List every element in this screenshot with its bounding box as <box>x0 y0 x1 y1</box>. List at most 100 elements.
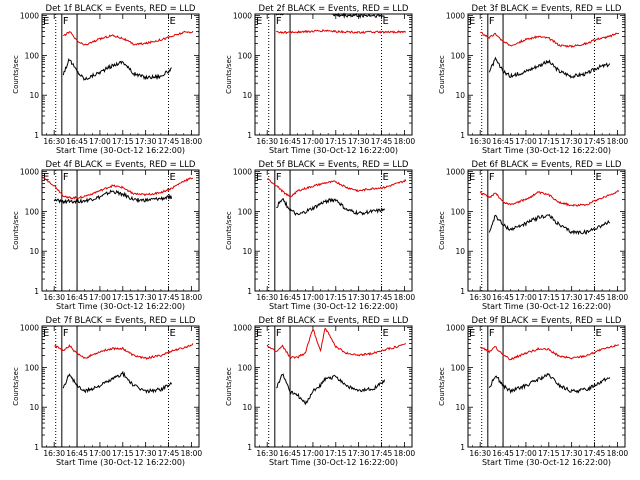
y-tick-label: 100 <box>238 363 253 372</box>
marker-f: F <box>489 328 495 339</box>
y-tick-label: 100 <box>25 363 40 372</box>
y-tick-label: 100 <box>451 51 466 60</box>
detector-panel-2: Det 2f BLACK = Events, RED = LLD 1 10 100 10… <box>225 4 415 155</box>
x-tick-label: 17:45 <box>158 449 180 458</box>
marker-e: E <box>596 172 602 183</box>
x-tick-label: 17:30 <box>561 293 583 302</box>
x-tick-label: 17:30 <box>135 293 157 302</box>
y-tick-label: 1 <box>34 131 39 140</box>
x-axis-label: Start Time (30-Oct-12 16:22:00) <box>56 458 185 467</box>
detector-panel-3: Det 3f BLACK = Events, RED = LLD 1 10 100 10… <box>438 4 628 155</box>
series-events-line <box>275 12 385 19</box>
x-tick-label: 16:30 <box>43 293 65 302</box>
plot-frame <box>467 169 626 292</box>
x-tick-label: 18:00 <box>607 293 629 302</box>
x-tick-label: 18:00 <box>394 449 416 458</box>
x-tick-label: 17:00 <box>302 293 324 302</box>
marker-e: E <box>43 328 49 339</box>
marker-e: E <box>383 16 389 27</box>
marker-e: E <box>469 328 475 339</box>
y-axis-label: Counts/sec <box>438 367 446 406</box>
x-tick-label: 17:00 <box>515 293 537 302</box>
y-tick-label: 100 <box>238 51 253 60</box>
x-tick-label: 16:45 <box>279 293 301 302</box>
x-tick-label: 17:15 <box>325 137 347 146</box>
x-tick-label: 17:00 <box>89 137 111 146</box>
x-tick-label: 16:45 <box>492 449 514 458</box>
y-tick-label: 1000 <box>446 12 465 21</box>
series-lld-line <box>266 178 407 199</box>
detector-panel-6: Det 6f BLACK = Events, RED = LLD 1 10 100 10… <box>438 160 628 311</box>
x-tick-label: 17:45 <box>371 449 393 458</box>
marker-f: F <box>489 172 495 183</box>
plot-frame <box>254 169 413 292</box>
x-tick-label: 16:45 <box>492 137 514 146</box>
x-axis-label: Start Time (30-Oct-12 16:22:00) <box>482 458 611 467</box>
series-lld-line <box>479 344 619 361</box>
panel-title: Det 5f BLACK = Events, RED = LLD <box>259 160 409 170</box>
x-axis-label: Start Time (30-Oct-12 16:22:00) <box>269 458 398 467</box>
y-tick-label: 1 <box>460 287 465 296</box>
y-tick-label: 10 <box>29 91 39 100</box>
y-tick-label: 1000 <box>20 168 39 177</box>
marker-f: F <box>276 328 282 339</box>
x-tick-label: 18:00 <box>181 449 203 458</box>
x-tick-label: 16:30 <box>256 293 278 302</box>
marker-f: F <box>63 16 69 27</box>
y-tick-label: 100 <box>25 207 40 216</box>
x-tick-label: 17:45 <box>584 449 606 458</box>
x-tick-label: 17:15 <box>325 293 347 302</box>
x-tick-label: 17:15 <box>325 449 347 458</box>
marker-e: E <box>170 16 176 27</box>
x-tick-label: 16:30 <box>43 449 65 458</box>
marker-f: F <box>63 172 69 183</box>
series-events-line <box>488 213 611 236</box>
marker-f: F <box>276 172 282 183</box>
x-tick-label: 17:30 <box>135 137 157 146</box>
x-tick-label: 17:15 <box>538 449 560 458</box>
y-tick-label: 10 <box>242 91 252 100</box>
x-tick-label: 17:45 <box>371 293 393 302</box>
x-tick-label: 17:45 <box>371 137 393 146</box>
marker-e: E <box>43 172 49 183</box>
marker-e: E <box>256 16 262 27</box>
x-tick-label: 18:00 <box>607 137 629 146</box>
x-tick-label: 17:45 <box>584 293 606 302</box>
x-tick-label: 17:30 <box>561 449 583 458</box>
x-tick-label: 17:00 <box>89 449 111 458</box>
x-tick-label: 18:00 <box>181 293 203 302</box>
y-tick-label: 1 <box>247 287 252 296</box>
y-axis-label: Counts/sec <box>225 211 233 250</box>
panel-title: Det 6f BLACK = Events, RED = LLD <box>472 160 622 170</box>
series-lld-line <box>479 190 620 207</box>
x-tick-label: 18:00 <box>181 137 203 146</box>
marker-e: E <box>256 328 262 339</box>
x-tick-label: 17:45 <box>158 293 180 302</box>
y-tick-label: 1000 <box>446 324 465 333</box>
x-tick-label: 17:00 <box>89 293 111 302</box>
x-tick-label: 16:45 <box>279 449 301 458</box>
panel-title: Det 4f BLACK = Events, RED = LLD <box>46 160 196 170</box>
y-tick-label: 1 <box>247 443 252 452</box>
y-axis-label: Counts/sec <box>225 367 233 406</box>
marker-e: E <box>383 172 389 183</box>
x-tick-label: 17:15 <box>112 293 134 302</box>
x-axis-label: Start Time (30-Oct-12 16:22:00) <box>56 302 185 311</box>
panel-title: Det 9f BLACK = Events, RED = LLD <box>472 316 622 326</box>
y-tick-label: 10 <box>455 403 465 412</box>
y-tick-label: 1000 <box>446 168 465 177</box>
series-events-line <box>62 58 172 81</box>
marker-e: E <box>256 172 262 183</box>
x-tick-label: 16:30 <box>43 137 65 146</box>
x-tick-label: 16:30 <box>256 449 278 458</box>
series-events-line <box>276 197 386 217</box>
x-tick-label: 16:30 <box>469 449 491 458</box>
x-tick-label: 17:45 <box>158 137 180 146</box>
x-axis-label: Start Time (30-Oct-12 16:22:00) <box>482 146 611 155</box>
y-axis-label: Counts/sec <box>12 211 20 250</box>
y-tick-label: 100 <box>451 207 466 216</box>
plot-frame <box>467 13 626 136</box>
panel-title: Det 8f BLACK = Events, RED = LLD <box>259 316 409 326</box>
detector-panel-7: Det 7f BLACK = Events, RED = LLD 1 10 100 10… <box>12 316 202 467</box>
